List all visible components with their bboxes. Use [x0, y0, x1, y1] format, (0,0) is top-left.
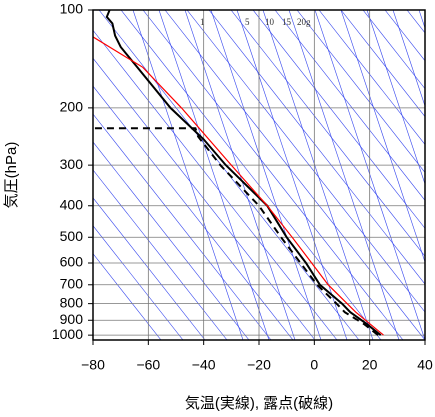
dry-adiabat: [429, 10, 435, 340]
dry-adiabat: [208, 10, 425, 285]
dry-adiabat: [186, 10, 425, 313]
dry-adiabat: [406, 10, 425, 34]
dry-adiabat: [93, 113, 272, 340]
dry-adiabat: [230, 10, 425, 257]
mixing-ratio-label: 20g: [297, 17, 311, 27]
mixing-ratio-line: [262, 10, 374, 340]
dry-adiabat: [93, 225, 184, 340]
profile-line: [93, 36, 384, 336]
dry-adiabat: [120, 10, 382, 340]
mixing-ratio-line: [340, 10, 425, 263]
x-tick-label: −20: [247, 357, 271, 373]
x-tick-label: −60: [136, 357, 160, 373]
dry-adiabat: [384, 10, 425, 62]
dry-adiabat: [93, 169, 228, 340]
mixing-ratio-line: [392, 10, 425, 107]
dry-adiabat: [93, 57, 316, 340]
mixing-ratio-line: [210, 10, 322, 340]
dry-adiabat: [93, 197, 206, 340]
dry-adiabat: [362, 10, 425, 90]
y-tick-label: 800: [60, 294, 84, 310]
mixing-ratio-line: [158, 10, 270, 340]
y-tick-label: 600: [60, 254, 84, 270]
mixing-ratio-label: 1: [200, 17, 205, 27]
y-tick-label: 700: [60, 275, 84, 291]
plot-frame: [92, 9, 426, 341]
y-axis-label: 気圧(hPa): [3, 142, 20, 209]
x-tick-label: 0: [310, 357, 318, 373]
mixing-ratio-label: 15: [282, 17, 292, 27]
x-tick-label: −40: [192, 357, 216, 373]
mixing-ratio-line: [366, 10, 425, 185]
x-axis-label: 気温(実線), 露点(破線): [185, 395, 333, 412]
dry-adiabat: [252, 10, 425, 229]
dry-adiabat: [93, 141, 250, 340]
mixing-ratio-line: [288, 10, 400, 340]
mixing-ratio-line: [418, 10, 425, 29]
dry-adiabat: [93, 29, 338, 340]
x-tick-label: −80: [81, 357, 105, 373]
profiles: [93, 10, 384, 336]
y-tick-label: 200: [60, 99, 84, 115]
y-tick-label: 500: [60, 228, 84, 244]
x-tick-label: 40: [417, 357, 433, 373]
y-tick-label: 300: [60, 156, 84, 172]
profile-line: [105, 10, 382, 336]
mixing-ratio-label: 10: [265, 17, 275, 27]
dry-adiabat: [340, 10, 425, 118]
y-tick-label: 900: [60, 311, 84, 327]
y-tick-label: 400: [60, 196, 84, 212]
y-tick-label: 100: [60, 1, 84, 17]
y-tick-label: 1000: [52, 326, 83, 342]
x-tick-label: 20: [362, 357, 378, 373]
dry-adiabat: [318, 10, 425, 146]
dry-adiabat: [142, 10, 404, 340]
profile-line: [93, 127, 379, 336]
dry-adiabat: [274, 10, 425, 201]
dry-adiabat: [296, 10, 425, 173]
mixing-ratio-label: 5: [245, 17, 250, 27]
